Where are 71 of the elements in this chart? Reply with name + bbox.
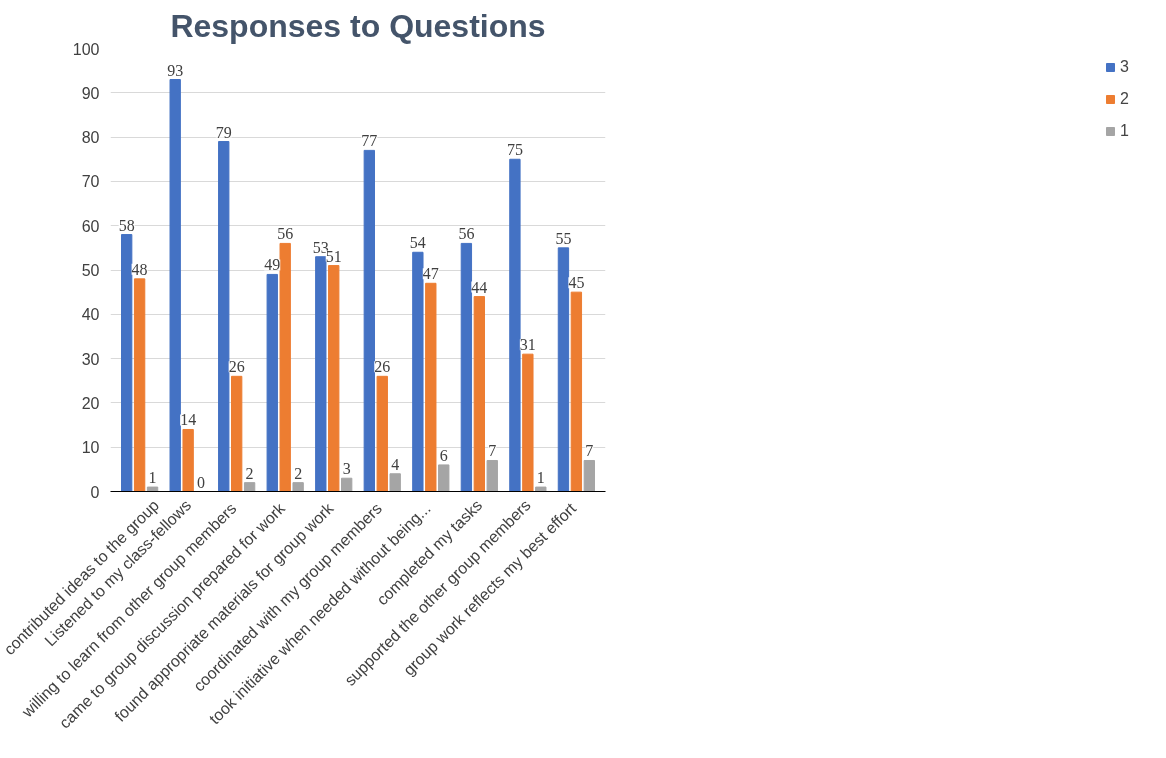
bar: [557, 247, 570, 492]
data-label: 1: [536, 469, 545, 487]
y-tick-label: 90: [81, 84, 100, 102]
bar: [438, 464, 450, 492]
y-tick-label: 80: [81, 129, 100, 147]
data-label: 58: [118, 216, 135, 234]
y-tick-label: 30: [81, 350, 100, 368]
data-label: 47: [422, 265, 439, 283]
data-label: 3: [342, 460, 351, 478]
bar: [133, 278, 146, 492]
bar: [412, 251, 424, 492]
data-label: 31: [519, 336, 536, 354]
data-label: 26: [374, 358, 391, 376]
bar: [376, 375, 388, 492]
y-tick-label: 20: [81, 394, 100, 412]
bar: [292, 482, 304, 492]
bar: [182, 428, 194, 492]
bar: [315, 256, 327, 492]
data-label: 45: [568, 274, 585, 292]
bar: [146, 486, 159, 492]
data-label: 2: [245, 464, 254, 482]
data-label: 7: [585, 442, 594, 460]
data-label: 56: [277, 225, 294, 243]
data-label: 93: [167, 61, 184, 79]
y-tick-label: 100: [72, 40, 100, 58]
data-label: 75: [506, 141, 523, 159]
bar: [341, 477, 353, 492]
bar: [218, 141, 230, 492]
legend-label: 1: [1120, 122, 1130, 140]
bar: [121, 234, 133, 492]
y-tick-label: 50: [81, 262, 100, 279]
y-tick-label: 40: [81, 306, 100, 324]
bar: [169, 79, 181, 492]
data-label: 56: [458, 225, 475, 243]
chart-title: Responses to Questions: [170, 7, 546, 44]
data-label: 26: [228, 358, 245, 376]
data-label: 55: [555, 229, 572, 247]
data-label: 2: [294, 464, 303, 482]
y-tick-label: 60: [81, 217, 100, 235]
data-label: 4: [391, 455, 400, 473]
legend-label: 2: [1120, 90, 1130, 108]
bar: [266, 273, 278, 492]
data-label: 77: [361, 132, 378, 150]
bar: [486, 459, 498, 492]
bar: [583, 459, 595, 492]
bar: [231, 375, 243, 492]
bar: [279, 242, 291, 492]
data-label: 49: [264, 256, 281, 274]
bar: [363, 149, 375, 492]
bar: [509, 158, 521, 492]
data-label: 44: [471, 278, 488, 296]
data-label: 6: [439, 446, 448, 464]
bar: [473, 296, 485, 492]
data-label: 79: [215, 123, 232, 141]
data-label: 14: [180, 411, 197, 429]
data-label: 54: [409, 234, 426, 252]
bar: [243, 482, 256, 492]
bar: [570, 291, 583, 492]
bar: [389, 473, 401, 492]
bar: [460, 242, 473, 492]
bar: [328, 265, 340, 492]
y-tick-label: 70: [81, 173, 100, 191]
data-label: 7: [488, 442, 497, 460]
bar: [425, 282, 437, 492]
y-tick-label: 10: [81, 439, 100, 457]
data-label: 1: [148, 469, 157, 487]
bar: [535, 486, 547, 492]
legend-label: 3: [1120, 58, 1130, 76]
data-label: 0: [197, 473, 206, 491]
y-tick-label: 0: [90, 483, 100, 501]
bar: [522, 353, 534, 492]
